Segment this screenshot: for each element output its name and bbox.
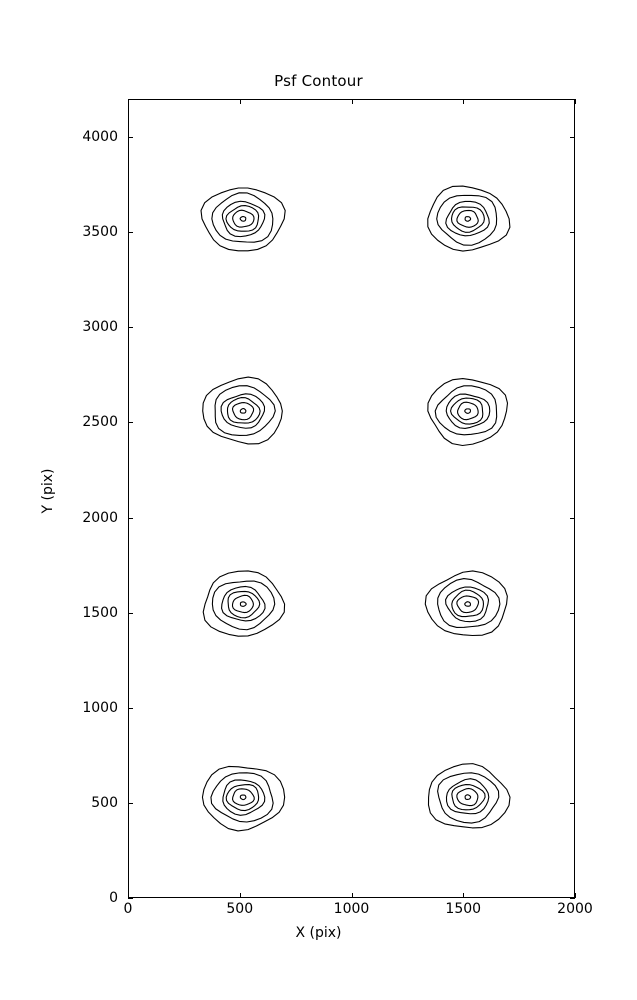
contour-ring: [231, 594, 254, 614]
y-tick-label: 500: [91, 794, 118, 811]
contour-ring: [200, 187, 286, 252]
contour-ring: [427, 185, 511, 252]
contour-ring: [456, 787, 479, 807]
contour-ring: [239, 407, 247, 414]
y-tick-label: 1000: [82, 699, 118, 716]
y-tick-mark: [128, 612, 133, 614]
y-tick-label: 3500: [82, 224, 118, 241]
y-tick-label: 2000: [82, 509, 118, 526]
x-tick-label: 1500: [445, 901, 482, 917]
y-tick-label: 1500: [82, 604, 118, 621]
contour-ring: [451, 589, 485, 618]
contour-ring: [221, 585, 266, 622]
contour-ring: [239, 601, 247, 607]
chart-title: Psf Contour: [274, 72, 363, 90]
y-tick-mark: [570, 612, 575, 614]
contour-ring: [239, 216, 247, 222]
contour-ring: [464, 216, 472, 222]
contour-ring: [450, 397, 484, 425]
contour-ring: [202, 376, 283, 445]
contour-lines-group: [200, 185, 511, 832]
y-axis-label: Y (pix): [40, 468, 56, 514]
y-tick-mark: [570, 327, 575, 329]
y-tick-mark: [128, 707, 133, 709]
y-tick-mark: [570, 422, 575, 424]
contour-ring: [464, 408, 471, 414]
x-tick-mark: [128, 893, 129, 898]
contour-ring: [424, 570, 508, 637]
contour-ring: [226, 397, 261, 424]
contour-ring: [221, 200, 266, 238]
y-tick-label: 2500: [82, 414, 118, 431]
contour-ring: [445, 200, 490, 237]
contour-ring: [231, 788, 255, 806]
y-tick-mark: [570, 137, 575, 139]
contour-ring: [456, 209, 479, 228]
contour-ring: [445, 393, 491, 430]
contour-ring: [211, 192, 274, 243]
contour-ring: [451, 784, 486, 811]
x-tick-mark: [351, 99, 353, 104]
y-tick-mark: [128, 137, 133, 139]
y-tick-mark: [128, 898, 133, 899]
y-tick-mark: [570, 517, 575, 519]
contour-ring: [231, 402, 255, 421]
contour-ring: [436, 194, 498, 246]
x-tick-label: 0: [123, 901, 133, 917]
contour-ring: [201, 765, 286, 832]
contour-ring: [222, 779, 266, 816]
y-tick-label: 3000: [82, 319, 118, 336]
x-tick-label: 500: [226, 901, 254, 917]
x-tick-mark: [239, 99, 241, 104]
contour-ring: [214, 385, 276, 437]
x-tick-mark: [351, 893, 353, 898]
x-tick-label: 1000: [333, 901, 370, 917]
x-tick-mark: [239, 893, 241, 898]
y-tick-mark: [128, 232, 133, 234]
contour-ring: [239, 794, 247, 801]
y-tick-mark: [570, 898, 575, 899]
contour-ring: [437, 772, 500, 824]
contour-ring: [437, 578, 501, 628]
contour-ring: [210, 772, 274, 823]
contour-ring: [225, 784, 260, 812]
axes-frame: [128, 99, 575, 898]
contour-ring: [427, 377, 509, 447]
y-tick-mark: [128, 517, 133, 519]
y-tick-mark: [128, 327, 133, 329]
contour-plot-canvas: [200, 185, 511, 832]
y-tick-mark: [570, 802, 575, 804]
x-tick-mark: [575, 893, 576, 898]
x-tick-mark: [463, 893, 465, 898]
y-tick-label: 0: [109, 890, 118, 906]
x-tick-mark: [463, 99, 465, 104]
contour-ring: [427, 763, 511, 829]
contour-ring: [464, 794, 472, 800]
contour-ring: [220, 393, 266, 429]
y-tick-mark: [128, 802, 133, 804]
contour-ring: [457, 401, 479, 421]
x-tick-label: 2000: [557, 901, 593, 917]
y-tick-label: 4000: [82, 129, 118, 146]
contour-ring: [445, 778, 490, 815]
x-axis-label: X (pix): [295, 925, 342, 941]
contour-ring: [225, 204, 260, 232]
x-tick-mark: [575, 99, 576, 104]
contour-ring: [202, 570, 286, 637]
x-tick-mark: [128, 99, 129, 104]
contour-ring: [434, 385, 498, 436]
contour-ring: [464, 601, 471, 607]
y-tick-mark: [128, 422, 133, 424]
contour-ring: [211, 580, 276, 631]
contour-ring: [232, 209, 255, 228]
contour-ring: [456, 595, 480, 614]
contour-ring: [450, 206, 485, 233]
contour-ring: [445, 586, 490, 623]
contour-ring: [227, 590, 261, 619]
y-tick-mark: [570, 707, 575, 709]
y-tick-mark: [570, 232, 575, 234]
